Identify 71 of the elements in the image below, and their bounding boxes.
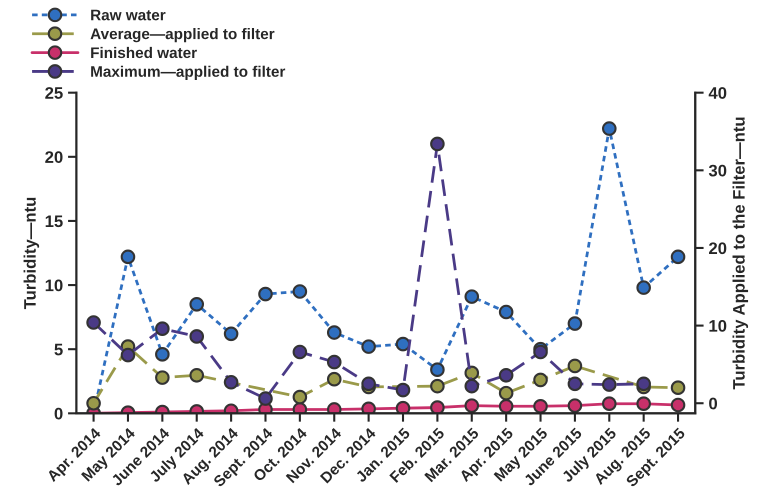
point xyxy=(636,280,651,295)
point xyxy=(464,398,480,413)
point xyxy=(258,286,273,302)
point xyxy=(464,289,480,304)
point xyxy=(568,398,582,413)
point xyxy=(533,344,548,360)
y-tick-label: 10 xyxy=(46,279,63,292)
point xyxy=(464,378,480,394)
point xyxy=(430,378,445,394)
point xyxy=(86,315,101,330)
y-axis-title: Turbidity—ntu xyxy=(24,198,40,310)
point xyxy=(568,376,582,392)
point xyxy=(670,250,686,264)
point xyxy=(155,370,170,385)
point xyxy=(258,391,273,406)
point xyxy=(292,284,308,299)
legend-label: Finished water xyxy=(91,46,197,58)
point xyxy=(533,398,548,414)
point xyxy=(602,121,617,136)
y-tick-label: 15 xyxy=(46,216,63,228)
point xyxy=(498,304,514,320)
point xyxy=(86,396,101,411)
legend-label: Average—applied to filter xyxy=(90,28,274,42)
point xyxy=(292,390,308,404)
point xyxy=(498,386,514,400)
point xyxy=(224,326,238,342)
point xyxy=(120,348,136,362)
point xyxy=(361,376,376,392)
point xyxy=(670,380,686,395)
point xyxy=(670,398,686,412)
point xyxy=(326,354,342,370)
legend-label: Maximum—applied to filter xyxy=(91,66,286,80)
y-tick-label: 0 xyxy=(54,408,63,420)
point xyxy=(189,297,204,312)
point xyxy=(533,372,548,388)
point xyxy=(361,339,376,354)
y2-tick-label: 40 xyxy=(708,87,726,99)
point xyxy=(602,377,617,392)
point xyxy=(155,321,170,336)
point xyxy=(396,382,410,398)
point xyxy=(636,376,651,392)
y-tick-label: 5 xyxy=(54,344,63,356)
point xyxy=(636,396,651,411)
y-tick-label: 25 xyxy=(45,87,63,99)
y2-tick-label: 20 xyxy=(709,242,726,254)
y2-tick-label: 30 xyxy=(708,164,726,177)
point xyxy=(568,358,582,374)
legend-label: Raw water xyxy=(91,10,166,20)
point xyxy=(430,400,445,414)
point xyxy=(155,347,170,362)
point xyxy=(396,336,410,352)
point xyxy=(189,329,204,344)
point xyxy=(602,396,617,411)
point xyxy=(396,400,410,414)
point xyxy=(498,368,514,383)
point xyxy=(430,362,445,378)
point xyxy=(224,374,238,390)
y2-tick-label: 10 xyxy=(709,320,726,332)
point xyxy=(120,250,136,264)
point xyxy=(430,136,445,152)
point xyxy=(568,316,582,331)
y2-axis-title: Turbidity Applied to the Filter—ntu xyxy=(732,118,748,390)
point xyxy=(189,368,204,383)
point xyxy=(498,398,514,414)
point xyxy=(464,366,480,380)
y-tick-label: 20 xyxy=(45,151,63,164)
y2-tick-label: 0 xyxy=(709,398,718,410)
point xyxy=(361,402,376,414)
point xyxy=(326,372,342,386)
point xyxy=(292,344,308,360)
point xyxy=(326,325,342,340)
